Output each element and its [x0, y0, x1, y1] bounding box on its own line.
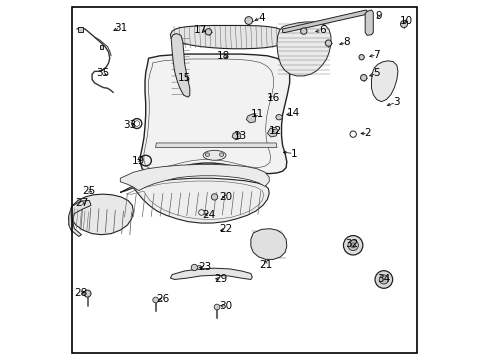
Ellipse shape [379, 275, 387, 284]
Ellipse shape [84, 290, 91, 297]
Text: 13: 13 [233, 131, 246, 141]
Text: 10: 10 [399, 15, 412, 26]
Text: 19: 19 [131, 156, 144, 166]
Text: 16: 16 [266, 93, 280, 103]
Ellipse shape [360, 75, 366, 81]
Text: 35: 35 [96, 68, 109, 78]
Text: 28: 28 [74, 288, 87, 298]
Text: 25: 25 [82, 186, 95, 195]
Text: 33: 33 [123, 120, 136, 130]
Ellipse shape [152, 297, 158, 303]
Text: 15: 15 [178, 73, 191, 84]
Ellipse shape [211, 194, 217, 200]
Ellipse shape [197, 265, 201, 270]
Ellipse shape [275, 114, 282, 120]
Text: 8: 8 [343, 37, 349, 48]
Polygon shape [171, 33, 189, 97]
Ellipse shape [219, 153, 223, 156]
Text: 31: 31 [113, 23, 127, 33]
Ellipse shape [191, 264, 197, 271]
Polygon shape [371, 61, 397, 102]
Text: 4: 4 [258, 13, 264, 23]
Text: 20: 20 [219, 192, 232, 202]
Text: 27: 27 [75, 198, 88, 208]
Ellipse shape [350, 243, 355, 248]
Text: 29: 29 [213, 274, 226, 284]
Polygon shape [78, 27, 83, 32]
Polygon shape [140, 54, 289, 174]
Ellipse shape [374, 271, 392, 288]
Ellipse shape [325, 40, 331, 46]
Text: 3: 3 [392, 98, 399, 107]
Text: 34: 34 [376, 274, 390, 284]
Text: 7: 7 [373, 50, 379, 60]
Polygon shape [120, 178, 269, 223]
Polygon shape [170, 26, 284, 49]
Text: 30: 30 [219, 301, 232, 311]
Text: 14: 14 [286, 108, 299, 118]
Ellipse shape [205, 29, 211, 35]
Ellipse shape [400, 21, 407, 28]
Polygon shape [246, 114, 255, 123]
Polygon shape [68, 201, 91, 237]
Text: 12: 12 [268, 126, 282, 136]
Ellipse shape [244, 17, 252, 24]
Ellipse shape [300, 28, 306, 34]
Ellipse shape [343, 235, 362, 255]
Text: 5: 5 [373, 68, 379, 78]
Polygon shape [267, 127, 278, 137]
Polygon shape [250, 229, 286, 259]
Polygon shape [365, 10, 372, 35]
Polygon shape [155, 143, 276, 148]
Ellipse shape [205, 153, 209, 156]
Text: 11: 11 [251, 109, 264, 119]
Text: 26: 26 [156, 294, 169, 304]
Ellipse shape [203, 150, 225, 160]
Text: 18: 18 [216, 51, 229, 61]
Text: 17: 17 [193, 25, 206, 35]
Text: 1: 1 [290, 149, 297, 158]
Polygon shape [120, 165, 269, 190]
Polygon shape [170, 268, 252, 279]
Text: 22: 22 [219, 224, 232, 234]
Text: 9: 9 [374, 11, 381, 21]
Polygon shape [71, 194, 133, 235]
Ellipse shape [214, 304, 219, 310]
Text: 2: 2 [364, 129, 370, 139]
Text: 23: 23 [198, 262, 211, 273]
Text: 32: 32 [345, 239, 358, 249]
Ellipse shape [358, 55, 364, 60]
Text: 6: 6 [318, 25, 325, 35]
Text: 21: 21 [259, 260, 272, 270]
Text: 24: 24 [202, 210, 215, 220]
Ellipse shape [347, 240, 358, 251]
Polygon shape [100, 45, 103, 49]
Polygon shape [232, 131, 241, 140]
Polygon shape [276, 22, 330, 76]
Polygon shape [282, 10, 366, 32]
